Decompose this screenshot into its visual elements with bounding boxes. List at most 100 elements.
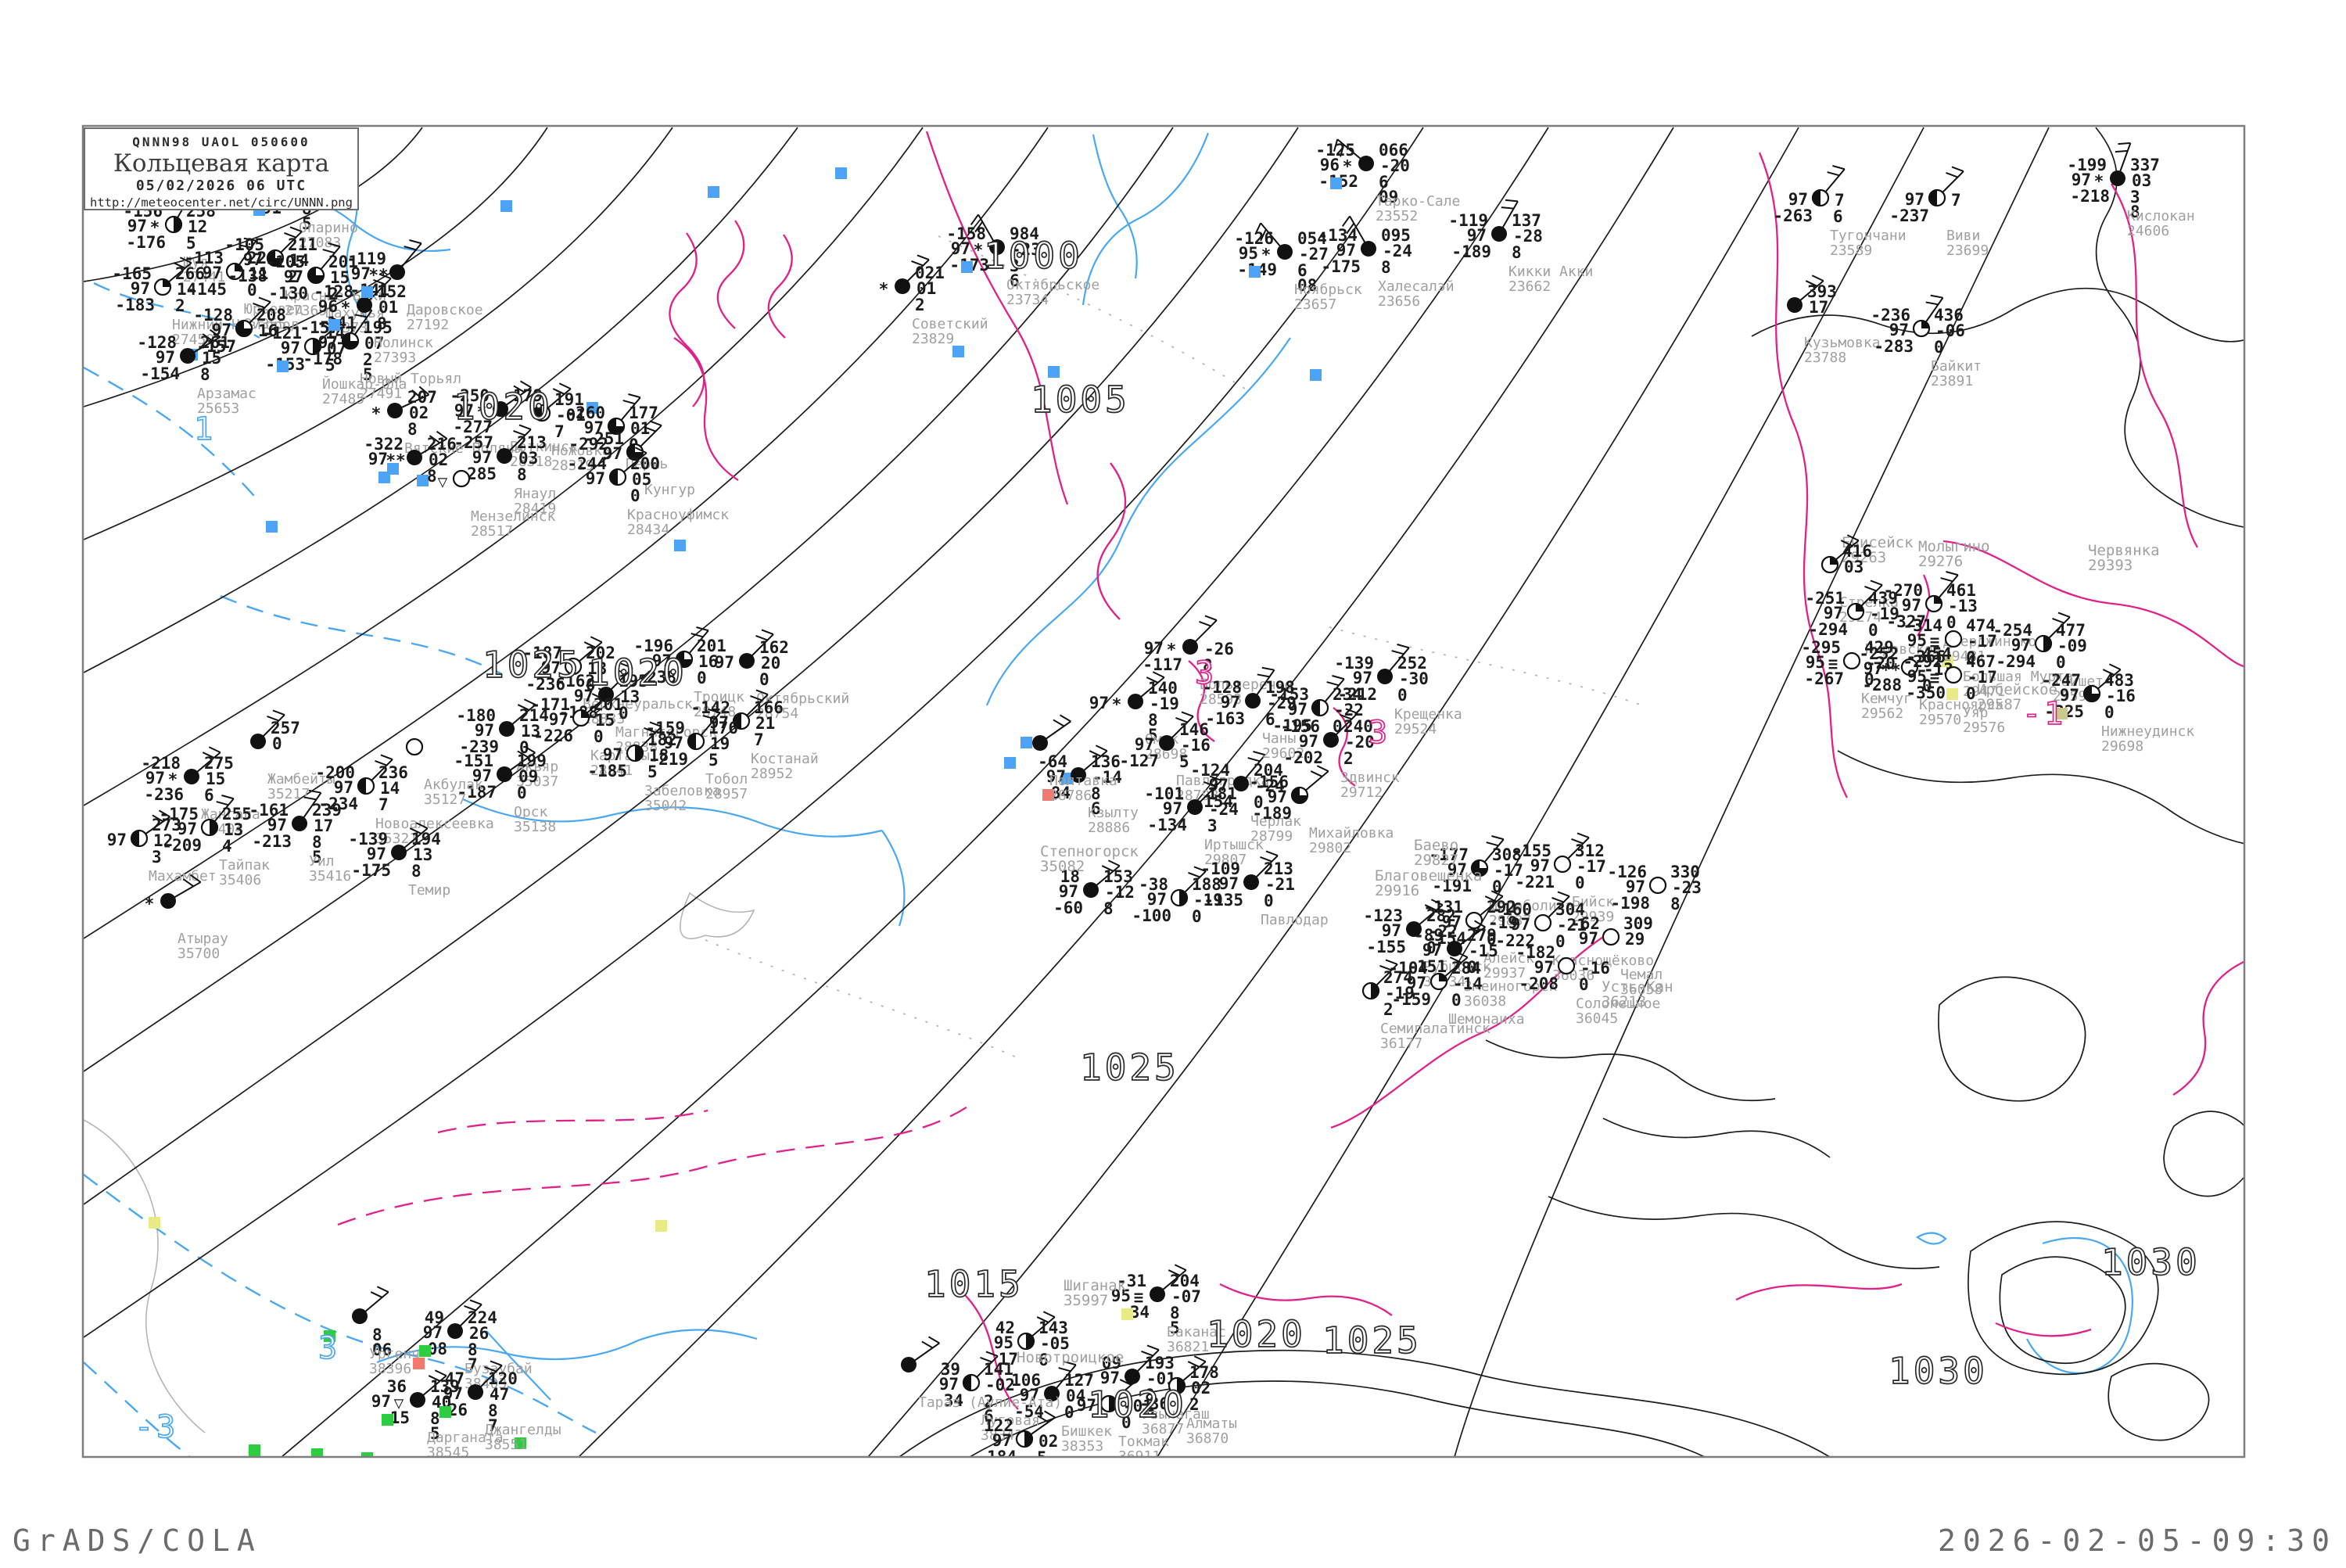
svg-text:7: 7 <box>554 422 565 441</box>
svg-text:*: * <box>150 218 160 237</box>
svg-text:27083: 27083 <box>299 235 341 251</box>
svg-text:-62: -62 <box>1570 914 1600 933</box>
precip-square-blue <box>1061 773 1073 784</box>
svg-text:35127: 35127 <box>424 791 466 808</box>
svg-text:8: 8 <box>427 467 437 486</box>
svg-text:07: 07 <box>364 334 384 353</box>
svg-text:239: 239 <box>312 801 342 820</box>
svg-text:04: 04 <box>1066 1387 1085 1405</box>
svg-text:*: * <box>145 895 155 913</box>
svg-text:-16: -16 <box>1181 736 1211 755</box>
svg-text:-176: -176 <box>126 233 166 252</box>
svg-text:7: 7 <box>488 1416 498 1435</box>
svg-text:0: 0 <box>1451 991 1462 1010</box>
svg-text:Нижнеудинск: Нижнеудинск <box>2101 723 2194 740</box>
svg-text:Уил: Уил <box>309 853 335 870</box>
precip-square-green <box>382 1414 393 1426</box>
svg-text:28941: 28941 <box>590 762 633 779</box>
svg-text:202: 202 <box>586 644 615 662</box>
isoline-label: 1025 <box>1322 1319 1422 1362</box>
svg-text:-119: -119 <box>1448 211 1488 230</box>
svg-text:021: 021 <box>915 264 945 282</box>
svg-text:95: 95 <box>1111 1286 1131 1305</box>
svg-text:02: 02 <box>1191 1379 1211 1398</box>
svg-text:137: 137 <box>1512 211 1541 230</box>
svg-text:5: 5 <box>708 751 719 770</box>
svg-text:28319: 28319 <box>551 457 594 474</box>
svg-text:18: 18 <box>649 746 669 765</box>
svg-text:-125: -125 <box>1315 141 1355 160</box>
svg-text:Тайпак: Тайпак <box>219 857 270 874</box>
svg-text:-155: -155 <box>1366 938 1406 956</box>
svg-text:97: 97 <box>1353 669 1372 687</box>
svg-text:-01: -01 <box>556 406 586 425</box>
svg-text:Червянка: Червянка <box>2088 542 2160 559</box>
svg-text:29: 29 <box>1625 930 1645 949</box>
precip-square-blue <box>1021 737 1032 748</box>
front-line <box>2172 960 2244 1096</box>
svg-text:-26: -26 <box>1204 640 1234 658</box>
svg-text:97: 97 <box>131 279 150 298</box>
svg-text:14: 14 <box>177 280 196 299</box>
svg-text:97: 97 <box>367 845 386 863</box>
svg-text:13: 13 <box>587 659 607 678</box>
front-line <box>1995 1322 2092 1337</box>
svg-text:38343: 38343 <box>981 1427 1023 1444</box>
svg-text:Троицк: Троицк <box>694 689 744 705</box>
grads-credit: GrADS/COLA <box>13 1523 262 1558</box>
front-line <box>2111 183 2198 548</box>
svg-text:234: 234 <box>1333 685 1362 704</box>
svg-text:122: 122 <box>984 1416 1013 1435</box>
svg-text:**: ** <box>386 451 405 470</box>
svg-text:Октябрьское: Октябрьское <box>1006 277 1099 293</box>
svg-text:8: 8 <box>488 1401 498 1420</box>
svg-text:97: 97 <box>243 250 263 269</box>
svg-text:8: 8 <box>2130 203 2140 221</box>
svg-text:-257: -257 <box>454 433 493 452</box>
svg-text:054: 054 <box>1297 229 1327 248</box>
svg-text:36877: 36877 <box>1142 1421 1184 1437</box>
svg-text:35997: 35997 <box>1064 1292 1108 1309</box>
svg-text:224: 224 <box>468 1308 497 1327</box>
svg-text:09: 09 <box>1102 1354 1121 1372</box>
svg-text:0: 0 <box>1064 1403 1074 1422</box>
precip-square-blue <box>266 521 278 533</box>
svg-text:454: 454 <box>1922 644 1952 663</box>
svg-text:97: 97 <box>549 710 569 729</box>
svg-text:2: 2 <box>915 296 925 314</box>
svg-text:393: 393 <box>1807 282 1837 301</box>
svg-text:38358: 38358 <box>1034 1484 1076 1500</box>
svg-text:Шиганак: Шиганак <box>1064 1277 1127 1294</box>
precip-square-blue <box>417 475 429 486</box>
svg-text:36911: 36911 <box>1118 1448 1160 1465</box>
svg-text:97: 97 <box>368 450 388 468</box>
svg-text:0: 0 <box>594 727 604 746</box>
svg-text:05: 05 <box>632 470 651 489</box>
svg-text:-19: -19 <box>1193 891 1223 910</box>
svg-text:-277: -277 <box>453 418 493 436</box>
isoline-label: -1 <box>2022 696 2066 732</box>
svg-text:29263: 29263 <box>1842 549 1886 566</box>
svg-text:-165: -165 <box>112 264 152 283</box>
svg-text:-251: -251 <box>1805 589 1845 608</box>
svg-text:-16: -16 <box>1580 959 1610 978</box>
svg-text:23891: 23891 <box>1931 373 1973 389</box>
svg-text:13: 13 <box>620 687 640 706</box>
svg-text:5: 5 <box>186 234 196 253</box>
svg-text:-226: -226 <box>533 727 573 745</box>
svg-text:28754: 28754 <box>756 705 798 722</box>
svg-text:284: 284 <box>1451 959 1481 978</box>
svg-text:-292: -292 <box>1903 652 1942 671</box>
svg-text:97: 97 <box>1902 596 1921 615</box>
svg-text:97: 97 <box>992 1431 1012 1450</box>
